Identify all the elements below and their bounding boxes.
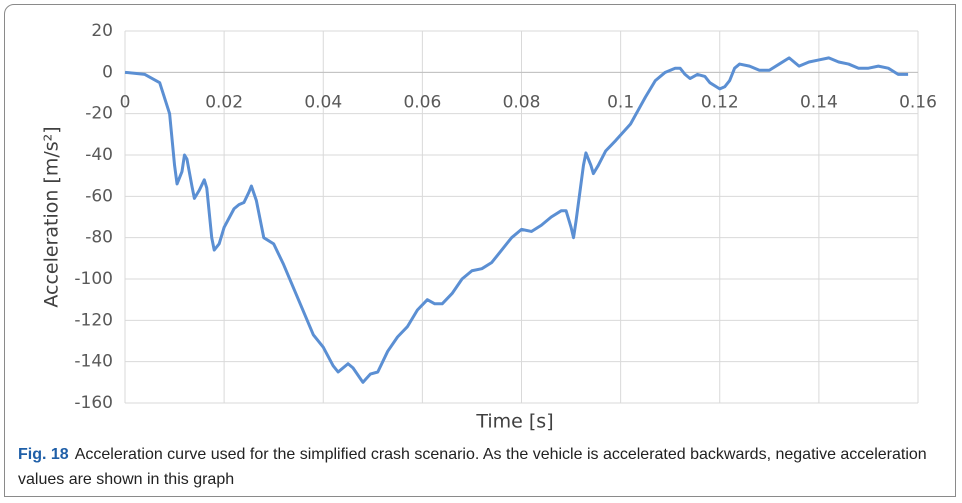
x-tick-label: 0.04 (304, 92, 342, 112)
y-tick-label: -120 (74, 310, 113, 330)
y-tick-label: -60 (85, 186, 113, 206)
x-tick-label: 0.08 (503, 92, 541, 112)
x-tick-label: 0.16 (899, 92, 937, 112)
x-tick-label: 0.1 (607, 92, 634, 112)
y-tick-label: -40 (85, 145, 113, 165)
y-axis-label: Acceleration [m/s²] (41, 126, 63, 307)
caption: Fig. 18 Acceleration curve used for the s… (18, 442, 948, 492)
y-tick-label: -160 (74, 393, 113, 413)
y-tick-label: 20 (91, 21, 113, 41)
caption-text: Acceleration curve used for the simplifi… (18, 446, 927, 488)
x-tick-label: 0.06 (403, 92, 441, 112)
x-tick-label: 0.12 (701, 92, 739, 112)
x-axis-label: Time [s] (475, 411, 553, 433)
y-tick-label: -20 (85, 104, 113, 124)
x-tick-label: 0.02 (205, 92, 243, 112)
caption-label: Fig. 18 (18, 446, 69, 463)
y-tick-label: -140 (74, 352, 113, 372)
figure-frame (4, 4, 956, 497)
x-tick-label: 0.14 (800, 92, 838, 112)
data-line (124, 56, 909, 384)
y-tick-label: 0 (102, 62, 113, 82)
x-tick-label: 0 (120, 92, 131, 112)
y-tick-label: -80 (85, 228, 113, 248)
chart: Time [s] Acceleration [m/s²] -160 -140 -12… (41, 21, 937, 433)
y-tick-label: -100 (74, 269, 113, 289)
